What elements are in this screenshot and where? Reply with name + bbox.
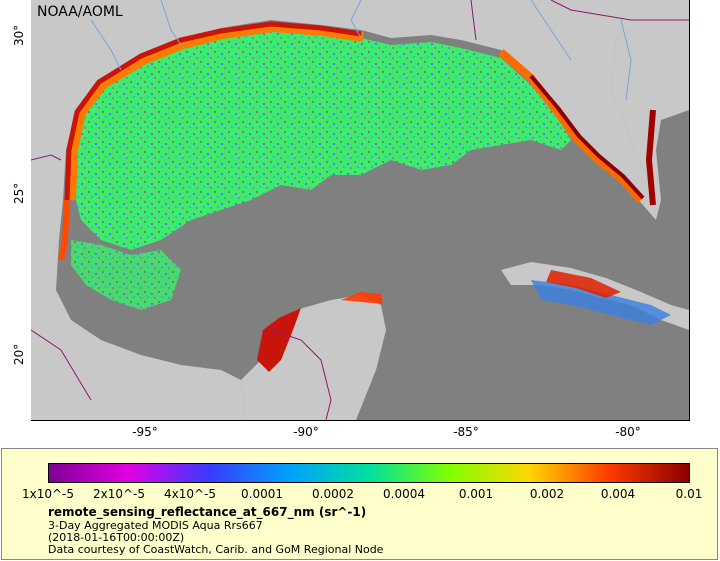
map-image bbox=[31, 0, 689, 420]
coastal-band-yucatan-west bbox=[257, 308, 301, 372]
colorbar-tick-label: 0.0002 bbox=[312, 487, 354, 501]
lon-label-95: -95° bbox=[132, 425, 158, 439]
political-borders bbox=[31, 0, 689, 420]
coastal-band-north-inner bbox=[64, 21, 362, 201]
colorbar-tick-label: 0.01 bbox=[675, 487, 703, 501]
lat-label-25: 25° bbox=[12, 182, 26, 204]
lat-label-30: 30° bbox=[12, 24, 26, 46]
colorbar-tick-label: 0.004 bbox=[600, 487, 636, 501]
credit-label: NOAA/AOML bbox=[37, 4, 123, 20]
coastal-band-yucatan-north bbox=[341, 292, 383, 304]
colorbar-tick-label: 0.0001 bbox=[241, 487, 283, 501]
land-mexico-west bbox=[31, 240, 246, 420]
coastal-band-cuba bbox=[546, 270, 621, 298]
colorbar-tick-label: 0.001 bbox=[458, 487, 494, 501]
colorbar-tick-label: 0.002 bbox=[529, 487, 565, 501]
coastal-band-texas bbox=[58, 199, 70, 261]
legend-courtesy: Data courtesy of CoastWatch, Carib. and … bbox=[48, 543, 384, 556]
lon-label-85: -85° bbox=[453, 425, 479, 439]
reflectance-field-southwest bbox=[71, 240, 181, 310]
reflectance-field-north bbox=[71, 28, 571, 250]
legend-dataset: 3-Day Aggregated MODIS Aqua Rrs667 bbox=[48, 519, 263, 532]
coastal-band-north bbox=[66, 22, 364, 201]
nodata-gulf-center bbox=[331, 160, 591, 270]
reflectance-patch-cuba bbox=[531, 280, 671, 325]
coastal-band-florida-east bbox=[645, 109, 656, 206]
lat-label-20: 20° bbox=[12, 343, 26, 365]
colorbar-tick-label: 1x10^-5 bbox=[21, 487, 75, 501]
rivers bbox=[90, 0, 632, 101]
colorbar bbox=[48, 463, 690, 483]
colorbar-tick-label: 2x10^-5 bbox=[92, 487, 146, 501]
legend-panel: 1x10^-5 2x10^-5 4x10^-5 0.0001 0.0002 0.… bbox=[1, 448, 718, 560]
legend-title: remote_sensing_reflectance_at_667_nm (sr… bbox=[48, 505, 367, 519]
colorbar-tick-label: 4x10^-5 bbox=[163, 487, 217, 501]
coastal-band-florida-inner bbox=[529, 74, 645, 200]
lon-label-90: -90° bbox=[293, 425, 319, 439]
map-panel: NOAA/AOML bbox=[31, 0, 690, 421]
colorbar-tick-label: 0.0004 bbox=[383, 487, 425, 501]
legend-time: (2018-01-16T00:00:00Z) bbox=[48, 531, 185, 544]
lon-label-80: -80° bbox=[615, 425, 641, 439]
